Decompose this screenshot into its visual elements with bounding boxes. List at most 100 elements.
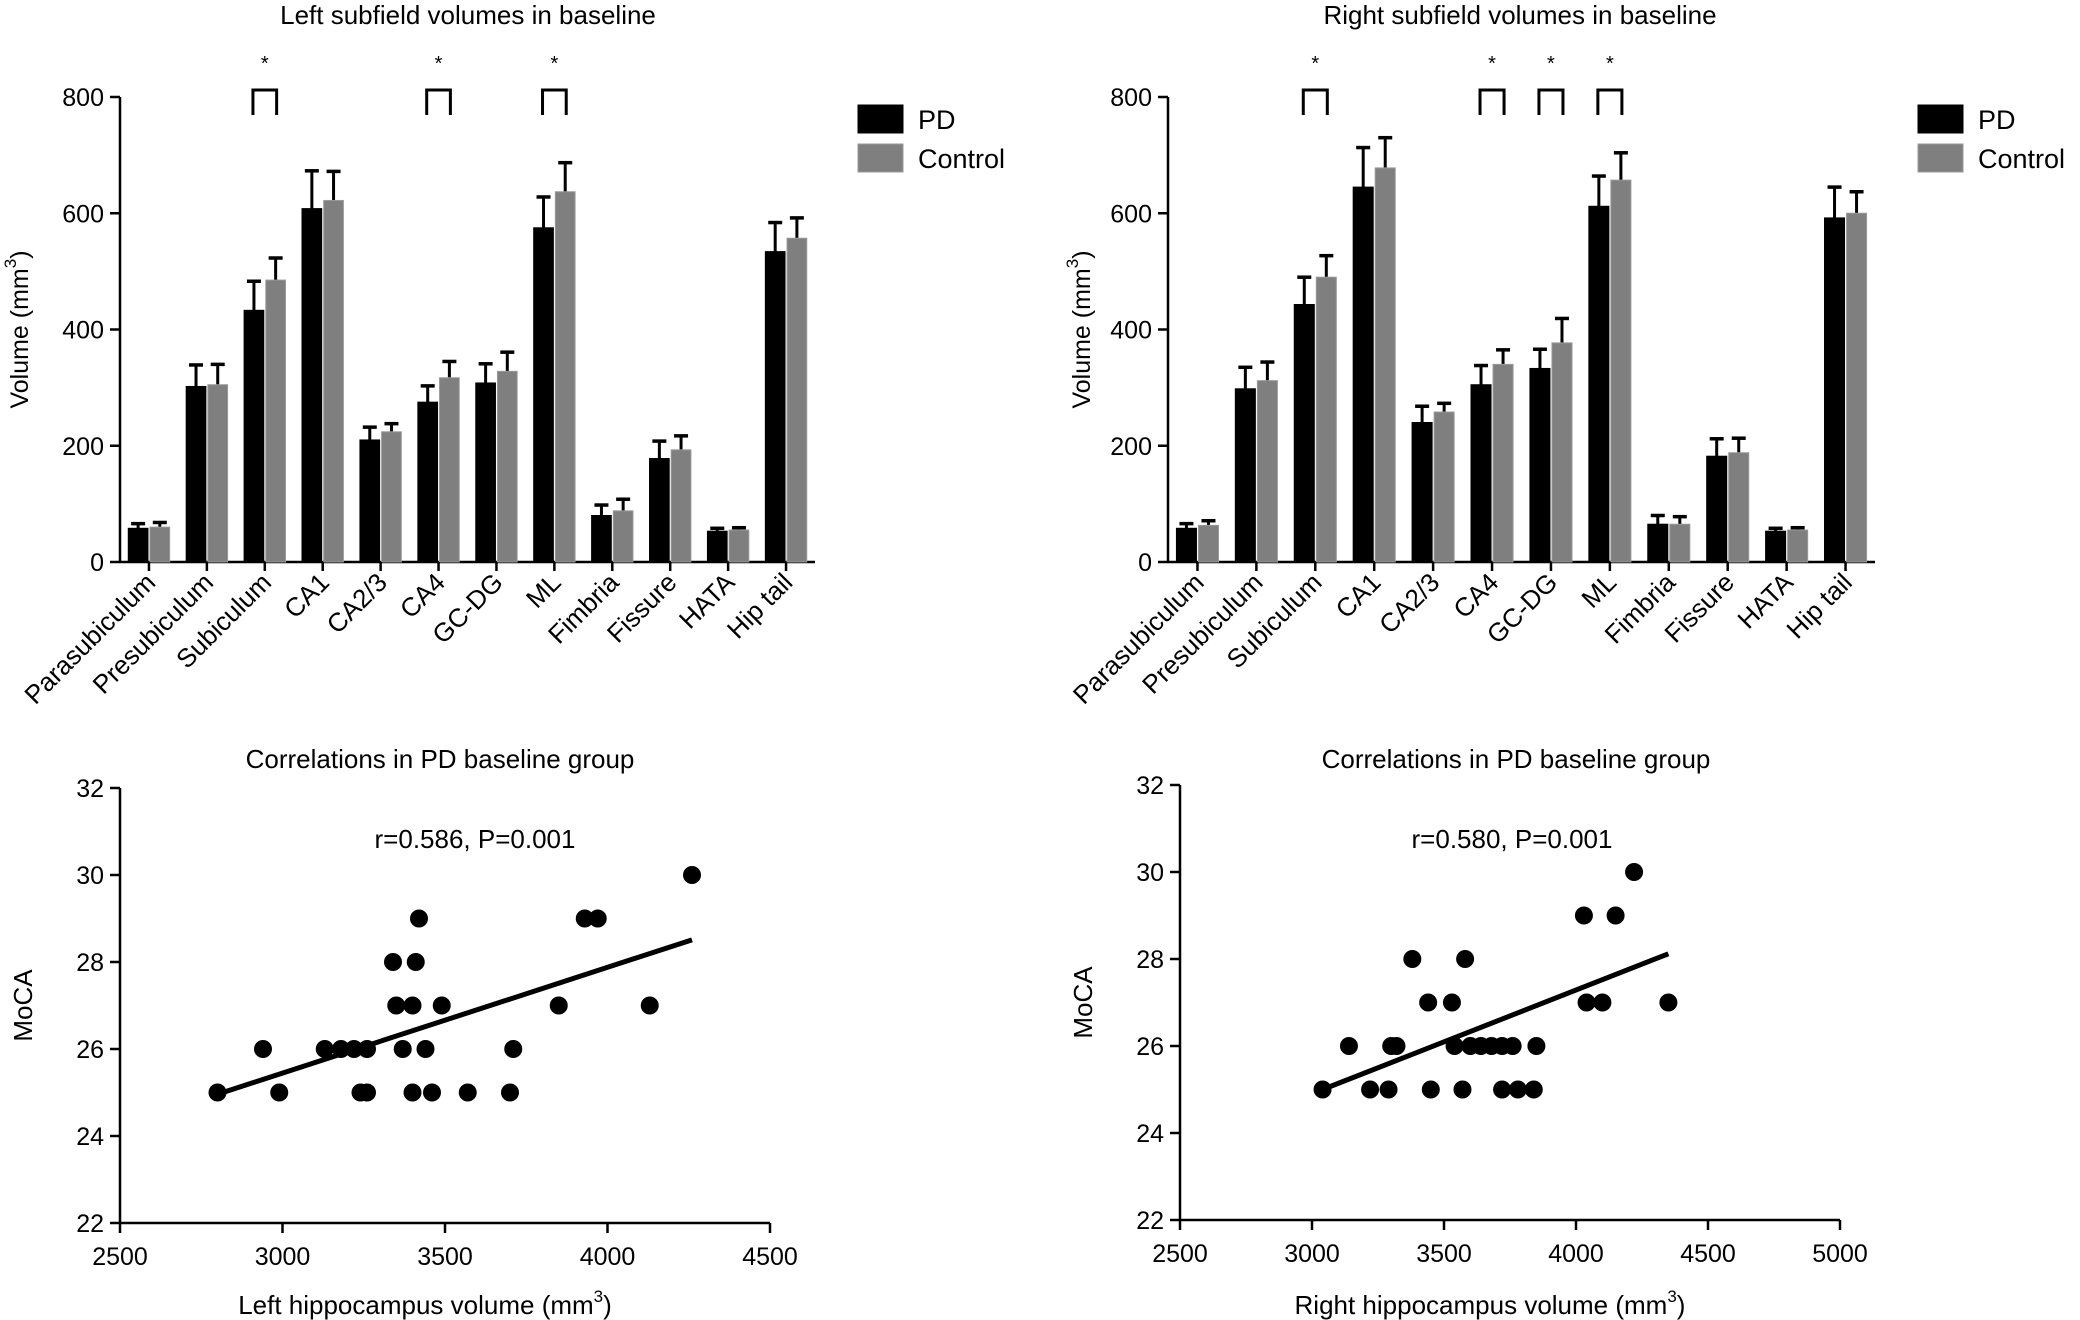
left-bar-pd [764,251,786,563]
right-scatter-chart: Correlations in PD baseline group 22 24 26 2… [1068,744,1868,1320]
left-bar-pd [591,515,612,563]
right-scatter-y-axis-label: MoCA [1068,966,1098,1039]
right-scatter-x-tick-label: 3500 [1416,1240,1472,1268]
right-scatter-y-tick-label: 30 [1136,859,1164,887]
right-category-label: CA2/3 [1373,567,1445,639]
left-bar-control [612,510,634,563]
right-bar-pd [1234,388,1256,563]
left-scatter-point [208,1083,227,1102]
left-bar-control [149,526,171,563]
right-bar-control [1197,524,1219,563]
right-scatter-point [1442,993,1461,1012]
right-y-tick-label: 400 [1110,317,1152,345]
right-scatter-point [1577,993,1596,1012]
right-correlation-annotation: r=0.580, P=0.001 [1412,824,1613,854]
right-category-label: Hip tail [1780,567,1857,644]
right-bar-pd [1765,530,1787,563]
left-scatter-point [501,1083,519,1102]
left-category-label: ML [520,567,567,614]
right-scatter-point [1593,993,1612,1012]
right-scatter-point [1524,1080,1543,1099]
right-scatter-point [1421,1080,1440,1099]
right-scatter-title: Correlations in PD baseline group [1322,744,1711,774]
right-scatter-point [1606,906,1625,925]
right-x-label-text: Right hippocampus volume (mm [1295,1290,1668,1320]
right-significance-star: * [1311,53,1319,75]
left-significance-star: * [550,53,558,75]
left-y-tick-label: 800 [62,84,104,112]
left-bar-control [554,191,576,563]
left-bar-control [786,237,808,563]
left-scatter-point [387,996,406,1015]
right-scatter-point [1445,1037,1464,1055]
left-bar-pd [706,530,728,563]
right-significance-bracket [1596,88,1624,115]
right-scatter-point [1503,1037,1522,1055]
left-scatter-chart: Correlations in PD baseline group 22 24 26 2… [8,744,798,1320]
right-bar-control [1433,411,1455,563]
left-scatter-point [403,1083,422,1102]
left-category-label: CA2/3 [321,567,393,639]
left-bar-pd [127,527,149,563]
left-scatter-point [332,1040,350,1058]
right-scatter-point [1419,993,1438,1012]
right-significance-bracket [1537,88,1565,115]
left-scatter-point [393,1040,412,1058]
right-legend-label: PD [1978,105,2016,135]
right-x-label-superscript: 3 [1667,1287,1676,1306]
right-y-tick-label: 800 [1110,84,1152,112]
left-scatter-x-tick-label: 3000 [255,1243,311,1271]
right-scatter-point [1403,950,1422,968]
right-scatter-y-tick-label: 24 [1136,1120,1164,1148]
left-significance-bracket [425,88,452,115]
left-scatter-point [458,1083,477,1102]
right-y-axis-label-superscript: 3 [1063,259,1082,268]
right-bar-control [1787,529,1809,563]
right-scatter-x-axis-label: Right hippocampus volume (mm3) [1295,1287,1686,1320]
left-legend-swatch-pd [857,104,904,134]
left-scatter-x-tick-label: 4000 [580,1243,636,1271]
left-scatter-x-tick-label: 2500 [92,1243,148,1271]
right-scatter-point [1361,1080,1380,1099]
left-significance-star: * [435,53,443,75]
right-y-tick-label: 600 [1110,200,1152,228]
left-scatter-y-tick-label: 30 [76,862,104,890]
left-bar-control [265,279,286,563]
right-bar-control [1256,380,1278,563]
right-scatter-y-tick-label: 28 [1136,946,1164,974]
right-scatter-point [1493,1080,1512,1099]
right-bar-pd [1352,186,1374,563]
left-scatter-point [315,1040,334,1058]
left-scatter-point [588,909,607,928]
left-bar-control [670,449,692,563]
left-scatter-y-tick-label: 26 [76,1036,104,1064]
left-bar-pd [243,309,265,563]
right-scatter-x-tick-label: 3000 [1284,1240,1340,1268]
right-bar-pd [1411,422,1433,563]
right-scatter-point [1339,1037,1358,1055]
left-bar-pd [649,458,670,563]
left-y-axis-label-text: Volume (mm [6,268,34,408]
left-scatter-point [254,1040,272,1058]
left-bar-pd [475,382,496,563]
left-bar-control [207,384,229,563]
right-scatter-x-tick-label: 4000 [1548,1240,1604,1268]
right-bar-pd [1529,367,1551,563]
right-significance-star: * [1547,53,1555,75]
right-bar-control [1728,452,1750,563]
left-scatter-point [432,996,451,1015]
left-legend-label: Control [918,144,1005,174]
right-scatter-y-tick-label: 32 [1136,772,1164,800]
left-legend-swatch-control [857,143,904,173]
right-scatter-point [1456,950,1475,968]
left-scatter-point [410,909,428,928]
left-x-label-close: ) [603,1290,612,1320]
left-scatter-y-tick-label: 24 [76,1123,104,1151]
right-scatter-point [1625,863,1644,881]
left-significance-star: * [261,53,269,75]
left-scatter-y-tick-label: 32 [76,775,104,803]
left-y-axis-label-superscript: 3 [1,259,20,268]
right-bar-pd [1706,455,1728,563]
right-scatter-point [1527,1037,1546,1055]
